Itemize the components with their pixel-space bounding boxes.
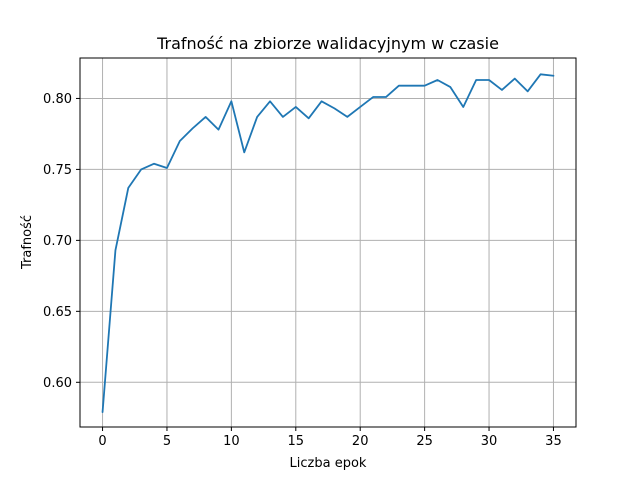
y-tick-label: 0.65: [43, 305, 72, 320]
x-axis-label: Liczba epok: [290, 456, 367, 471]
grid-lines: [80, 58, 576, 427]
series-layer: [101, 73, 555, 414]
accuracy-series-line: [101, 73, 555, 414]
y-tick-label: 0.75: [43, 163, 72, 178]
y-tick-label: 0.70: [43, 234, 72, 249]
x-tick-label: 5: [163, 434, 171, 449]
x-tick-label: 10: [223, 434, 240, 449]
x-tick-label: 25: [416, 434, 433, 449]
y-tick-label: 0.60: [43, 376, 72, 391]
y-axis-label: Trafność: [20, 215, 35, 270]
y-axis-ticks: 0.60 0.65 0.70 0.75 0.80: [43, 92, 80, 391]
y-tick-label: 0.80: [43, 92, 72, 107]
x-tick-label: 20: [352, 434, 369, 449]
x-tick-label: 15: [288, 434, 305, 449]
x-tick-label: 0: [98, 434, 106, 449]
x-axis-ticks: 0 5 10 15 20 25 30 35: [98, 427, 562, 449]
x-tick-label: 35: [545, 434, 562, 449]
x-tick-label: 30: [481, 434, 498, 449]
chart-title: Trafność na zbiorze walidacyjnym w czasi…: [156, 34, 499, 53]
plot-area-frame: [79, 57, 577, 428]
